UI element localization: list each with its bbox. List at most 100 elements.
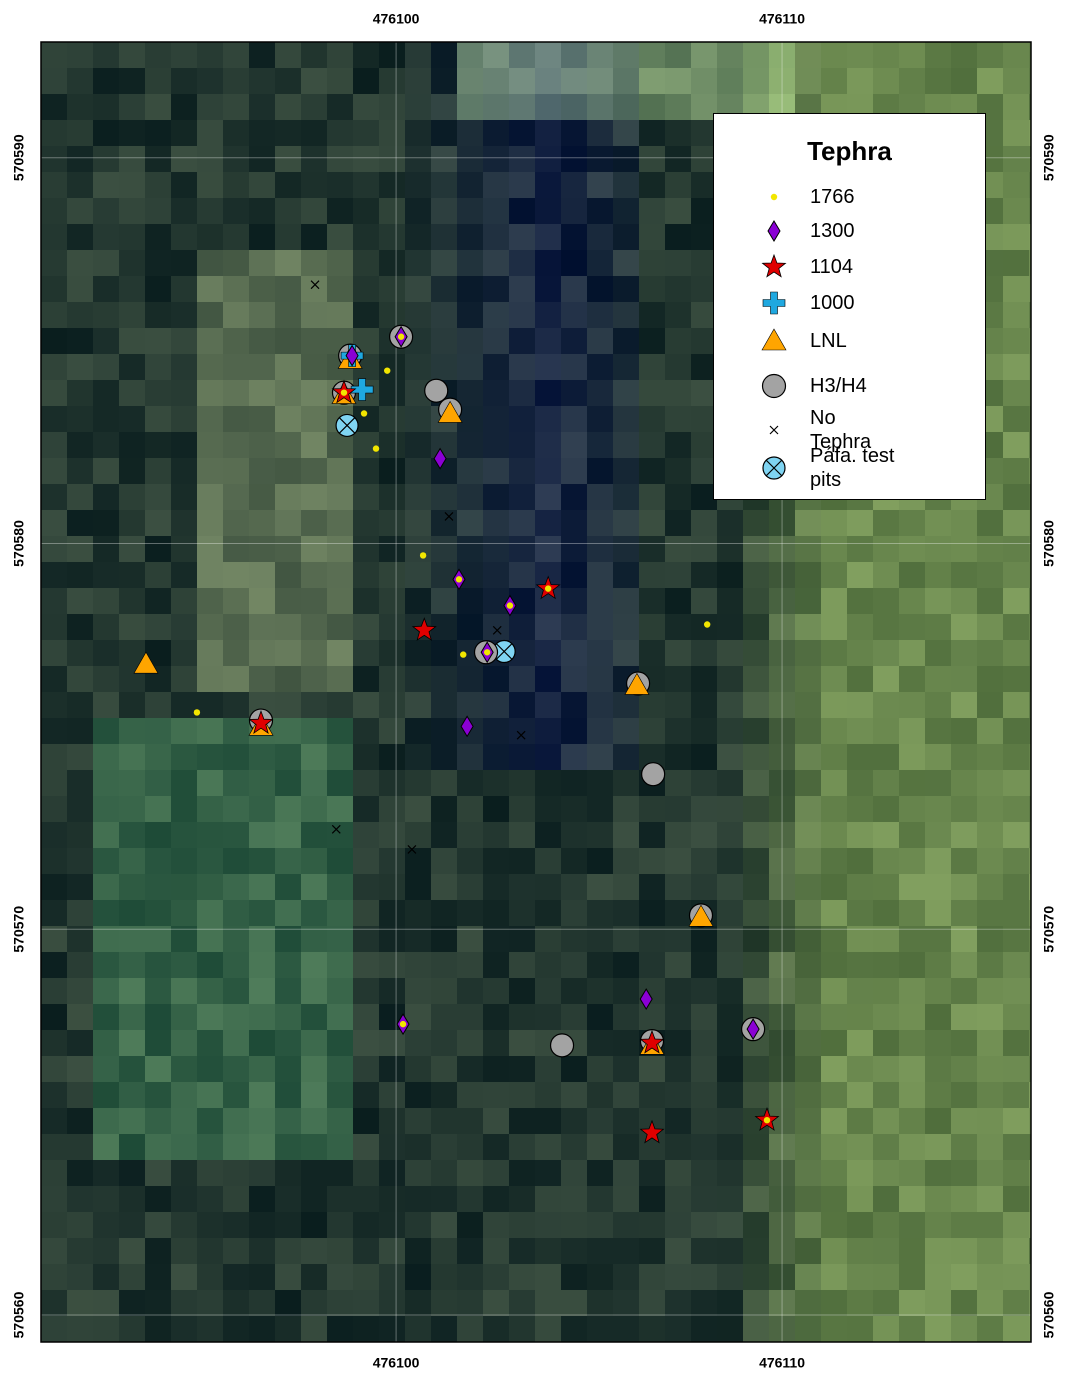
image-pixel	[145, 822, 171, 848]
legend-marker	[763, 255, 786, 277]
image-pixel	[899, 1004, 925, 1030]
image-pixel	[431, 302, 457, 328]
image-pixel	[145, 614, 171, 640]
image-pixel	[405, 302, 431, 328]
image-pixel	[613, 198, 639, 224]
image-pixel	[119, 380, 145, 406]
image-pixel	[41, 614, 67, 640]
image-pixel	[977, 874, 1003, 900]
image-pixel	[327, 978, 353, 1004]
image-pixel	[951, 1108, 977, 1134]
image-pixel	[93, 718, 119, 744]
image-pixel	[405, 536, 431, 562]
image-pixel	[41, 1160, 67, 1186]
image-pixel	[873, 1134, 899, 1160]
image-pixel	[353, 224, 379, 250]
image-pixel	[171, 900, 197, 926]
image-pixel	[483, 900, 509, 926]
image-pixel	[301, 94, 327, 120]
image-pixel	[613, 926, 639, 952]
image-pixel	[431, 822, 457, 848]
image-pixel	[119, 1108, 145, 1134]
image-pixel	[197, 1186, 223, 1212]
image-pixel	[275, 1264, 301, 1290]
image-pixel	[223, 1108, 249, 1134]
image-pixel	[431, 666, 457, 692]
image-pixel	[717, 1056, 743, 1082]
image-pixel	[925, 744, 951, 770]
image-pixel	[483, 432, 509, 458]
image-pixel	[197, 42, 223, 68]
image-pixel	[795, 588, 821, 614]
image-pixel	[379, 458, 405, 484]
image-pixel	[899, 1316, 925, 1342]
image-pixel	[327, 1056, 353, 1082]
image-pixel	[353, 718, 379, 744]
image-pixel	[613, 172, 639, 198]
image-pixel	[67, 588, 93, 614]
image-pixel	[717, 744, 743, 770]
image-pixel	[717, 926, 743, 952]
image-pixel	[509, 718, 535, 744]
image-pixel	[795, 1004, 821, 1030]
image-pixel	[535, 250, 561, 276]
image-pixel	[795, 848, 821, 874]
image-pixel	[1003, 796, 1029, 822]
image-pixel	[145, 484, 171, 510]
image-pixel	[119, 276, 145, 302]
image-pixel	[67, 224, 93, 250]
image-pixel	[899, 978, 925, 1004]
image-pixel	[795, 1238, 821, 1264]
image-pixel	[483, 1056, 509, 1082]
image-pixel	[1003, 1316, 1029, 1342]
image-pixel	[171, 588, 197, 614]
image-pixel	[119, 68, 145, 94]
image-pixel	[353, 120, 379, 146]
image-pixel	[873, 1082, 899, 1108]
image-pixel	[249, 1238, 275, 1264]
image-pixel	[171, 692, 197, 718]
image-pixel	[821, 900, 847, 926]
image-pixel	[171, 822, 197, 848]
image-pixel	[613, 510, 639, 536]
image-pixel	[119, 42, 145, 68]
image-pixel	[639, 1082, 665, 1108]
image-pixel	[639, 1290, 665, 1316]
image-pixel	[1003, 952, 1029, 978]
image-pixel	[223, 822, 249, 848]
image-pixel	[431, 1056, 457, 1082]
image-pixel	[795, 926, 821, 952]
image-pixel	[977, 1186, 1003, 1212]
image-pixel	[587, 406, 613, 432]
point	[551, 1034, 574, 1057]
image-pixel	[353, 484, 379, 510]
image-pixel	[145, 1316, 171, 1342]
image-pixel	[951, 952, 977, 978]
image-pixel	[249, 848, 275, 874]
image-pixel	[353, 1004, 379, 1030]
image-pixel	[223, 146, 249, 172]
image-pixel	[405, 1004, 431, 1030]
image-pixel	[405, 354, 431, 380]
image-pixel	[587, 1108, 613, 1134]
image-pixel	[795, 1160, 821, 1186]
image-pixel	[509, 1186, 535, 1212]
image-pixel	[691, 666, 717, 692]
image-pixel	[249, 562, 275, 588]
image-pixel	[93, 770, 119, 796]
image-pixel	[665, 510, 691, 536]
image-pixel	[249, 900, 275, 926]
image-pixel	[119, 1082, 145, 1108]
image-pixel	[223, 172, 249, 198]
image-pixel	[431, 1004, 457, 1030]
image-pixel	[197, 640, 223, 666]
image-pixel	[457, 1030, 483, 1056]
image-pixel	[405, 692, 431, 718]
image-pixel	[665, 172, 691, 198]
image-pixel	[483, 1160, 509, 1186]
image-pixel	[93, 302, 119, 328]
image-pixel	[431, 952, 457, 978]
image-pixel	[327, 926, 353, 952]
image-pixel	[171, 432, 197, 458]
image-pixel	[41, 42, 67, 68]
